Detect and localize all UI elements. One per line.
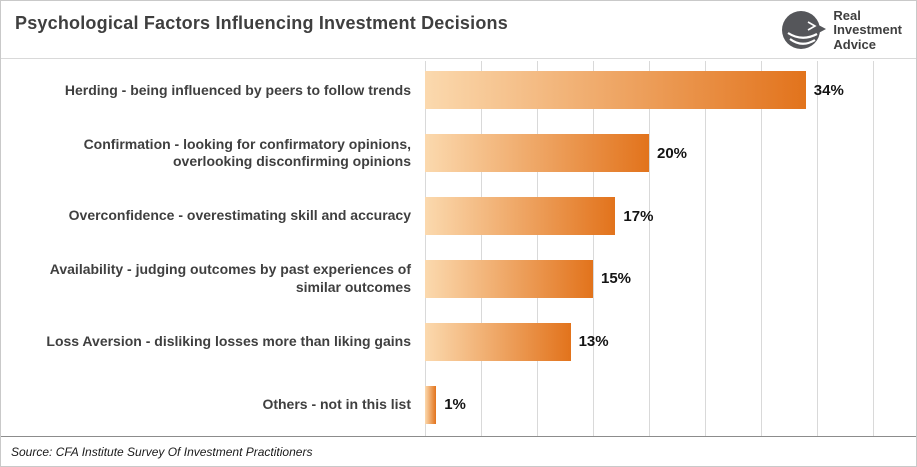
gridline	[817, 61, 818, 436]
header: Psychological Factors Influencing Invest…	[1, 1, 916, 59]
bar-row: Overconfidence - overestimating skill an…	[1, 185, 916, 247]
bar-row: Herding - being influenced by peers to f…	[1, 59, 916, 121]
value-label: 20%	[657, 144, 688, 162]
bar-track: 13%	[425, 322, 873, 361]
bar	[425, 134, 649, 173]
bar-row: Availability - judging outcomes by past …	[1, 248, 916, 310]
value-label: 15%	[601, 270, 632, 288]
gridline	[761, 61, 762, 436]
bar	[425, 385, 437, 424]
gridline	[593, 61, 594, 436]
value-label: 17%	[623, 207, 654, 225]
gridline	[873, 61, 874, 436]
chart-title: Psychological Factors Influencing Invest…	[15, 13, 508, 33]
category-label: Availability - judging outcomes by past …	[49, 261, 411, 295]
bar	[425, 322, 571, 361]
bar	[425, 259, 593, 298]
gridline	[481, 61, 482, 436]
bar-track: 15%	[425, 259, 873, 298]
value-label: 1%	[444, 396, 466, 414]
bar-row: Others - not in this list 1%	[1, 374, 916, 436]
bar-row: Confirmation - looking for confirmatory …	[1, 122, 916, 184]
category-label: Herding - being influenced by peers to f…	[64, 81, 411, 98]
bar-track: 34%	[425, 71, 873, 110]
gridline	[537, 61, 538, 436]
brand-line-3: Advice	[833, 36, 876, 52]
bar	[425, 71, 806, 110]
brand-wordmark: Real Investment Advice	[833, 8, 902, 52]
bar-rows: Herding - being influenced by peers to f…	[1, 59, 916, 436]
category-label: Others - not in this list	[262, 395, 411, 412]
source-note: Source: CFA Institute Survey Of Investme…	[11, 444, 313, 459]
bar-track: 1%	[425, 385, 873, 424]
brand-line-1: Real	[833, 8, 861, 23]
bar-row: Loss Aversion - disliking losses more th…	[1, 311, 916, 373]
gridline	[705, 61, 706, 436]
plot-area: Herding - being influenced by peers to f…	[1, 59, 916, 436]
gridline	[649, 61, 650, 436]
category-label: Confirmation - looking for confirmatory …	[83, 135, 411, 170]
value-label: 13%	[578, 333, 609, 351]
gridline	[425, 61, 426, 436]
brand-line-2: Investment	[833, 22, 902, 38]
bar	[425, 197, 616, 236]
category-label: Loss Aversion - disliking losses more th…	[46, 332, 411, 349]
category-label: Overconfidence - overestimating skill an…	[68, 207, 411, 224]
brand-logo: Real Investment Advice	[782, 8, 902, 52]
bar-track: 17%	[425, 197, 873, 236]
bar-track: 20%	[425, 134, 873, 173]
footer: Source: CFA Institute Survey Of Investme…	[1, 436, 916, 466]
value-label: 34%	[813, 81, 844, 99]
grid-overlay	[425, 61, 874, 436]
eagle-icon	[782, 11, 827, 50]
